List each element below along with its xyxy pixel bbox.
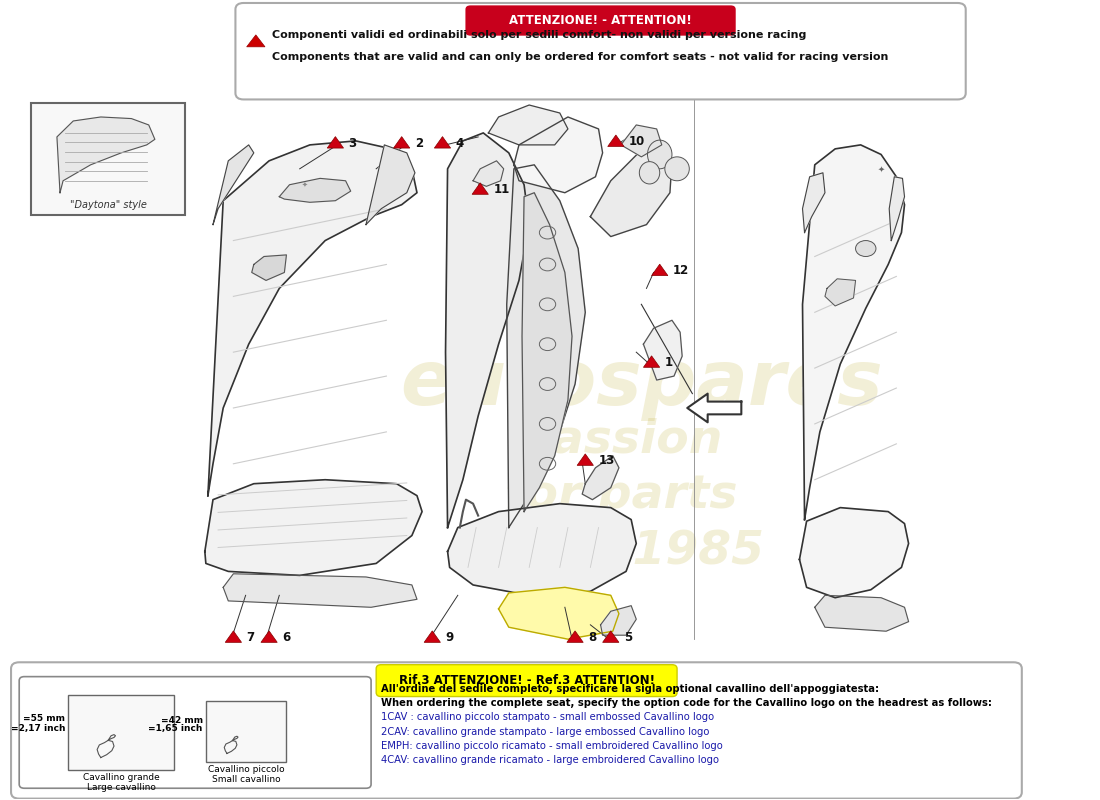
- Polygon shape: [803, 173, 825, 233]
- Text: 8: 8: [588, 631, 596, 644]
- FancyBboxPatch shape: [206, 702, 286, 762]
- Polygon shape: [246, 35, 265, 47]
- Polygon shape: [514, 117, 603, 193]
- Polygon shape: [644, 356, 660, 367]
- Text: 5: 5: [624, 631, 632, 644]
- Text: 9: 9: [446, 631, 454, 644]
- Polygon shape: [522, 193, 572, 512]
- FancyBboxPatch shape: [19, 677, 371, 788]
- FancyBboxPatch shape: [11, 662, 1022, 798]
- Text: Componenti validi ed ordinabili solo per sedili comfort- non validi per versione: Componenti validi ed ordinabili solo per…: [272, 30, 806, 40]
- Text: ✦: ✦: [301, 182, 308, 188]
- Text: 4CAV: cavallino grande ricamato - large embroidered Cavallino logo: 4CAV: cavallino grande ricamato - large …: [382, 755, 719, 766]
- Polygon shape: [601, 606, 636, 635]
- Polygon shape: [208, 141, 417, 496]
- Polygon shape: [566, 631, 583, 642]
- Text: All'ordine del sedile completo, specificare la sigla optional cavallino dell'app: All'ordine del sedile completo, specific…: [382, 683, 879, 694]
- Text: 12: 12: [673, 264, 690, 278]
- Polygon shape: [213, 145, 254, 225]
- Polygon shape: [446, 133, 529, 527]
- Polygon shape: [261, 631, 277, 642]
- Text: =42 mm: =42 mm: [161, 716, 202, 725]
- Polygon shape: [425, 631, 440, 642]
- Text: =2,17 inch: =2,17 inch: [11, 724, 65, 734]
- Polygon shape: [57, 117, 155, 193]
- Polygon shape: [621, 125, 662, 157]
- Polygon shape: [889, 177, 904, 241]
- Polygon shape: [252, 255, 286, 281]
- Polygon shape: [644, 320, 682, 380]
- Text: Rif.3 ATTENZIONE! - Ref.3 ATTENTION!: Rif.3 ATTENZIONE! - Ref.3 ATTENTION!: [398, 674, 654, 687]
- Text: ✦: ✦: [878, 164, 884, 174]
- FancyBboxPatch shape: [68, 695, 174, 770]
- Text: 11: 11: [494, 183, 509, 196]
- Polygon shape: [472, 183, 488, 194]
- Text: Cavallino piccolo: Cavallino piccolo: [208, 766, 285, 774]
- Text: 4: 4: [455, 137, 464, 150]
- Polygon shape: [800, 508, 909, 598]
- Polygon shape: [607, 135, 624, 146]
- FancyBboxPatch shape: [376, 665, 678, 697]
- Text: passion
for parts
since 1985: passion for parts since 1985: [478, 418, 764, 574]
- Text: 3: 3: [349, 137, 356, 150]
- Polygon shape: [223, 574, 417, 607]
- Text: =55 mm: =55 mm: [23, 714, 65, 722]
- Ellipse shape: [648, 140, 672, 169]
- Text: 2: 2: [415, 137, 424, 150]
- Polygon shape: [226, 631, 242, 642]
- Polygon shape: [448, 504, 636, 595]
- Ellipse shape: [639, 162, 660, 184]
- Text: 10: 10: [629, 135, 646, 148]
- Circle shape: [856, 241, 876, 257]
- Text: EMPH: cavallino piccolo ricamato - small embroidered Cavallino logo: EMPH: cavallino piccolo ricamato - small…: [382, 741, 723, 751]
- Polygon shape: [591, 145, 672, 237]
- Text: 1: 1: [664, 356, 673, 369]
- Polygon shape: [582, 456, 619, 500]
- Polygon shape: [815, 595, 909, 631]
- Polygon shape: [488, 105, 568, 145]
- Text: 2CAV: cavallino grande stampato - large embossed Cavallino logo: 2CAV: cavallino grande stampato - large …: [382, 726, 710, 737]
- Text: 6: 6: [283, 631, 290, 644]
- Text: eurospares: eurospares: [400, 347, 882, 421]
- Text: Small cavallino: Small cavallino: [212, 775, 280, 784]
- Polygon shape: [603, 631, 619, 642]
- Polygon shape: [473, 161, 504, 186]
- Text: ATTENZIONE! - ATTENTION!: ATTENZIONE! - ATTENTION!: [509, 14, 692, 27]
- Text: Large cavallino: Large cavallino: [87, 783, 155, 792]
- FancyBboxPatch shape: [465, 6, 736, 36]
- Polygon shape: [366, 145, 415, 225]
- Polygon shape: [803, 145, 904, 519]
- Text: "Daytona" style: "Daytona" style: [70, 200, 147, 210]
- Polygon shape: [578, 454, 593, 466]
- Text: 7: 7: [246, 631, 255, 644]
- FancyBboxPatch shape: [235, 3, 966, 99]
- Ellipse shape: [664, 157, 690, 181]
- Text: Cavallino grande: Cavallino grande: [82, 774, 160, 782]
- Polygon shape: [279, 178, 351, 202]
- Polygon shape: [507, 165, 585, 527]
- Polygon shape: [205, 480, 422, 575]
- Polygon shape: [651, 264, 668, 276]
- Text: 1CAV : cavallino piccolo stampato - small embossed Cavallino logo: 1CAV : cavallino piccolo stampato - smal…: [382, 712, 714, 722]
- Polygon shape: [825, 279, 856, 306]
- Polygon shape: [327, 137, 343, 148]
- Text: =1,65 inch: =1,65 inch: [148, 724, 202, 734]
- Polygon shape: [498, 587, 619, 639]
- Text: Components that are valid and can only be ordered for comfort seats - not valid : Components that are valid and can only b…: [272, 52, 889, 62]
- Text: 13: 13: [598, 454, 615, 467]
- Polygon shape: [394, 137, 410, 148]
- Polygon shape: [688, 394, 741, 422]
- Polygon shape: [434, 137, 451, 148]
- FancyBboxPatch shape: [32, 102, 186, 215]
- Text: When ordering the complete seat, specify the option code for the Cavallino logo : When ordering the complete seat, specify…: [382, 698, 992, 708]
